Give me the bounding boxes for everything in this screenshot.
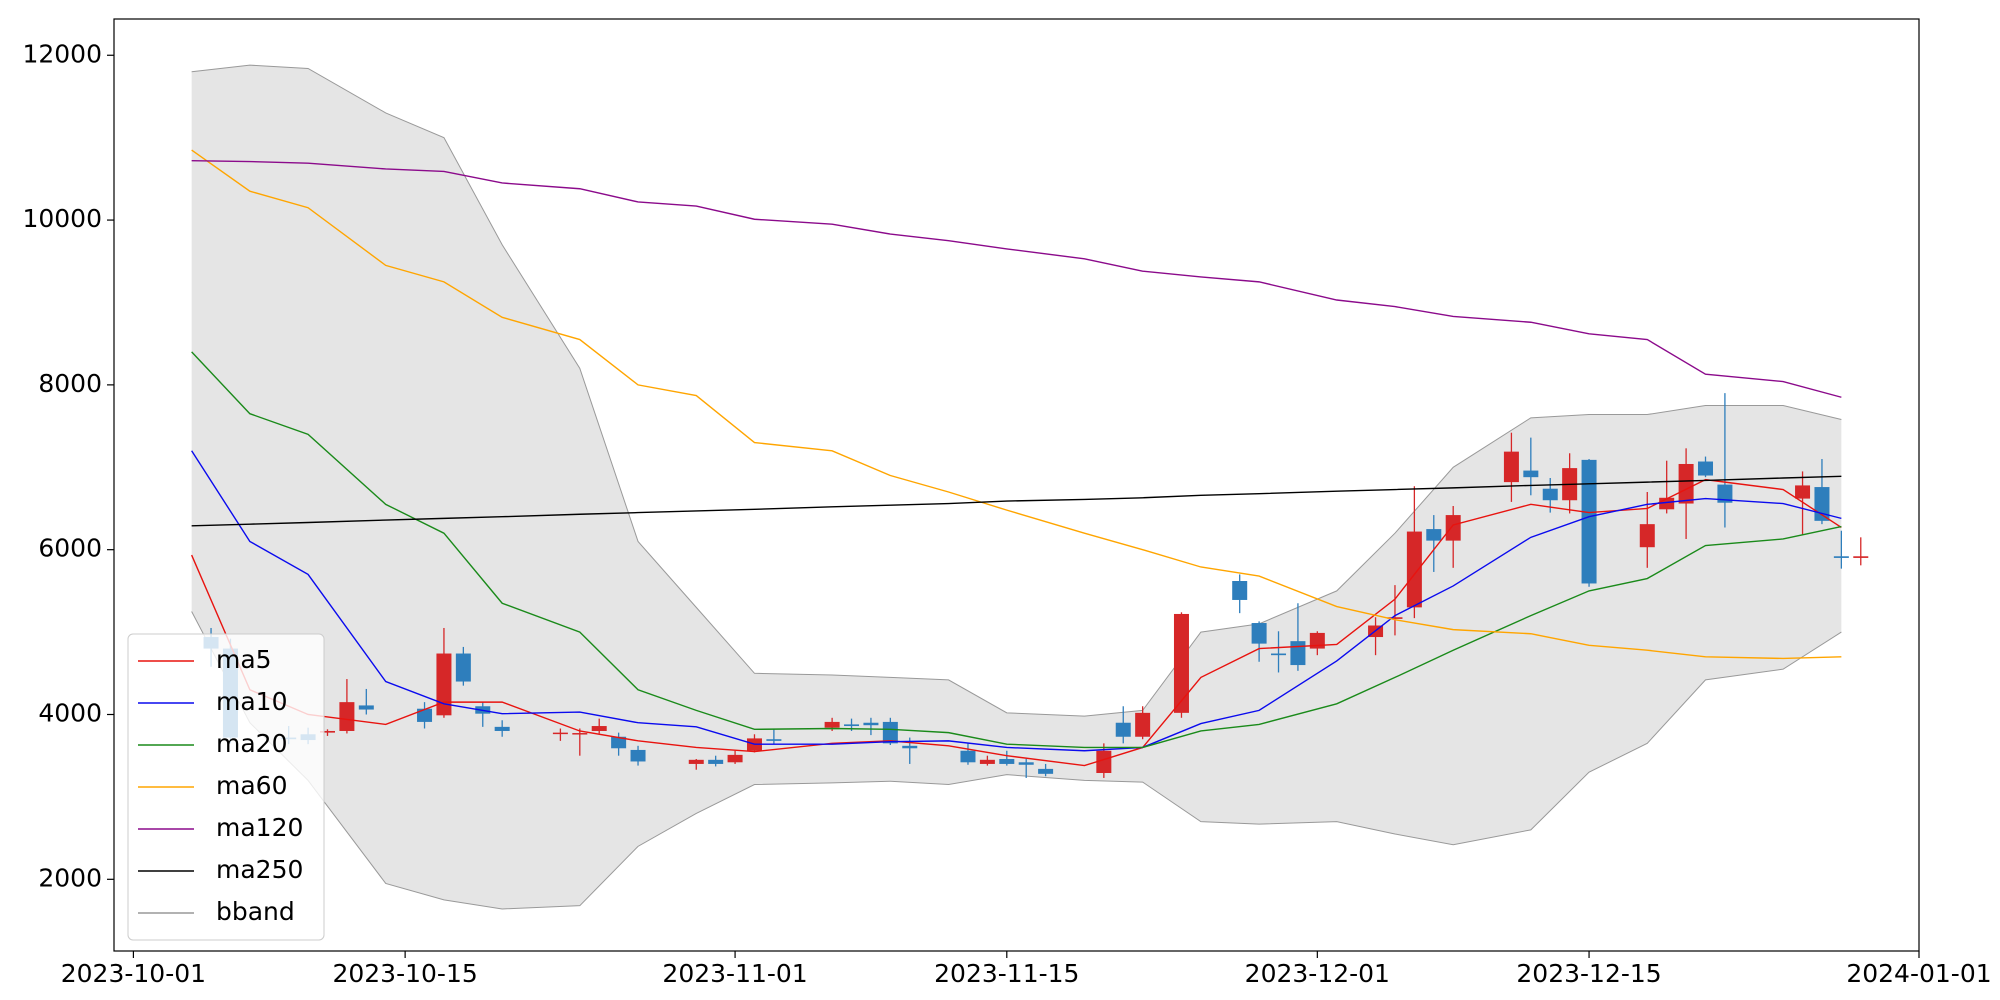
- candle-body: [1115, 722, 1131, 737]
- ma-line: [191, 351, 1842, 749]
- candle-body: [1290, 641, 1306, 666]
- candle-body: [1038, 768, 1054, 774]
- candle-body: [591, 726, 607, 731]
- x-tick-label: 2023-10-15: [332, 959, 477, 988]
- legend-box: [127, 633, 325, 941]
- x-tick-label: 2023-10-01: [61, 959, 206, 988]
- bband-upper: [191, 64, 1842, 717]
- candle-body: [979, 759, 995, 764]
- candle-body: [863, 722, 879, 726]
- plot-frame: [113, 18, 1920, 952]
- legend-label: ma60: [216, 771, 287, 800]
- x-tick-label: 2024-01-01: [1846, 959, 1991, 988]
- candle-body: [1717, 484, 1733, 503]
- candle-body: [1251, 623, 1267, 644]
- candle-body: [611, 736, 627, 749]
- candle-body: [1698, 461, 1714, 476]
- y-tick-label: 12000: [22, 39, 102, 68]
- candle-body: [1814, 487, 1830, 521]
- y-tick-label: 8000: [38, 369, 102, 398]
- candle-body: [1503, 451, 1519, 483]
- candle-body: [1173, 613, 1189, 713]
- ma-line: [191, 475, 1842, 527]
- legend-label: bband: [216, 897, 295, 926]
- plot: [190, 64, 1869, 910]
- y-tick-label: 10000: [22, 204, 102, 233]
- candle-body: [882, 721, 898, 744]
- candle-body: [1387, 617, 1403, 619]
- candle-body: [1018, 762, 1034, 765]
- candle-body: [688, 759, 704, 764]
- legend-label: ma20: [216, 729, 287, 758]
- candle-body: [1581, 459, 1597, 584]
- candle-body: [552, 732, 568, 735]
- candle-body: [572, 733, 588, 735]
- candle-body: [1426, 529, 1442, 541]
- candle-body: [902, 745, 918, 749]
- bband-lower: [191, 611, 1842, 910]
- candle-body: [1445, 515, 1461, 541]
- legend-label: ma120: [216, 813, 303, 842]
- candle-body: [319, 730, 335, 733]
- candle-body: [1833, 556, 1849, 558]
- candle-body: [1795, 485, 1811, 499]
- y-tick-label: 2000: [38, 863, 102, 892]
- candle-body: [1659, 497, 1675, 510]
- legend-label: ma10: [216, 687, 287, 716]
- candle-body: [1271, 653, 1287, 656]
- candle-body: [494, 726, 510, 731]
- candle-body: [1406, 531, 1422, 608]
- candle-body: [455, 653, 471, 682]
- candle-body: [417, 708, 433, 722]
- candle-body: [1853, 556, 1869, 558]
- candle-body: [708, 759, 724, 764]
- candle-body: [1639, 524, 1655, 548]
- candle-body: [339, 702, 355, 731]
- candle-body: [1232, 581, 1248, 600]
- x-tick-label: 2023-11-01: [662, 959, 807, 988]
- ma-line: [191, 450, 1842, 752]
- candle-body: [999, 758, 1015, 764]
- ma-line: [191, 149, 1842, 660]
- candle-body: [960, 750, 976, 763]
- x-tick-label: 2023-12-15: [1516, 959, 1661, 988]
- legend-label: ma250: [216, 855, 303, 884]
- ma-line: [190, 478, 1842, 767]
- candle-body: [1523, 470, 1539, 478]
- candle-body: [727, 754, 743, 763]
- legend-label: ma5: [216, 645, 272, 674]
- candle-body: [1542, 488, 1558, 501]
- candle-body: [1678, 463, 1694, 504]
- x-tick-label: 2023-11-15: [934, 959, 1079, 988]
- candle-body: [630, 749, 646, 762]
- candle-body: [358, 705, 374, 710]
- candle-body: [824, 721, 840, 728]
- candle-body: [1135, 712, 1151, 737]
- bband-area: [191, 65, 1842, 909]
- candle-body: [1096, 750, 1112, 774]
- y-tick-label: 4000: [38, 698, 102, 727]
- x-tick-label: 2023-12-01: [1245, 959, 1390, 988]
- y-tick-label: 6000: [38, 534, 102, 563]
- candle-body: [436, 653, 452, 716]
- candle-body: [844, 724, 860, 727]
- candle-body: [766, 739, 782, 741]
- ma-line: [191, 160, 1842, 398]
